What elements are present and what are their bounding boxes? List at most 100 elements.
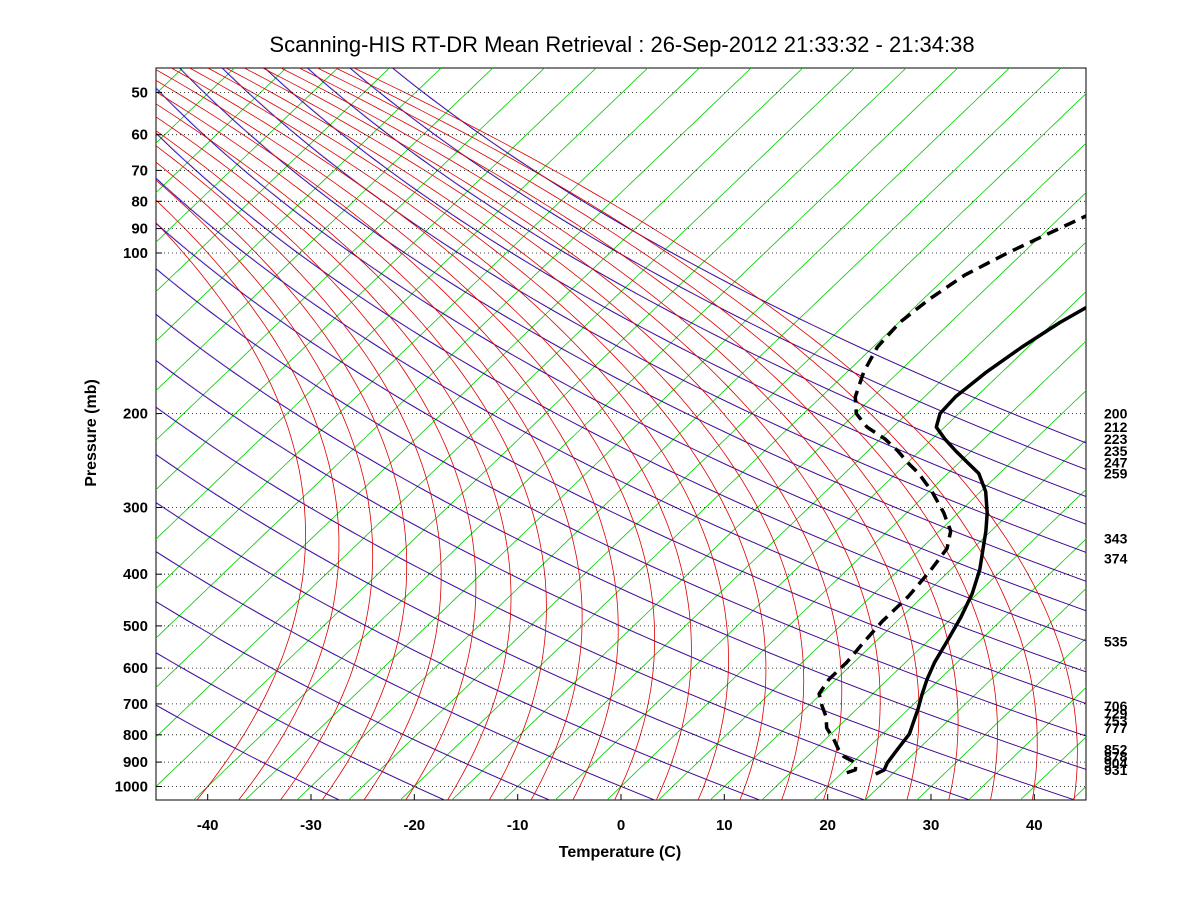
moist-adiabat-line (262, 68, 881, 800)
moist-adiabat-line (317, 68, 998, 800)
moist-adiabat-line (156, 79, 619, 800)
dry-adiabat-overlay (156, 222, 1086, 704)
x-tick-label: -10 (507, 817, 529, 834)
right-pressure-label: 374 (1104, 551, 1128, 567)
dry-adiabat-overlay (156, 313, 1086, 770)
chart-title: Scanning-HIS RT-DR Mean Retrieval : 26-S… (269, 32, 974, 57)
dry-adiabat-line (156, 406, 970, 800)
isotherm-line (1071, 785, 1086, 800)
y-tick-label: 90 (131, 221, 148, 238)
right-pressure-label: 931 (1104, 762, 1128, 778)
y-axis-label: Pressure (mb) (83, 379, 100, 487)
dry-adiabat-line (156, 360, 1075, 800)
isotherm-line (156, 68, 390, 293)
dry-adiabat-line (156, 652, 445, 800)
isotherm-line (244, 68, 1010, 800)
moist-adiabat-line (156, 130, 477, 800)
isotherm-line (156, 68, 907, 788)
dewpoint-profile-line (817, 214, 1086, 776)
dry-adiabat-line (156, 454, 865, 800)
x-tick-label: -20 (403, 817, 425, 834)
x-tick-label: 20 (819, 817, 836, 834)
y-tick-label: 300 (123, 500, 148, 517)
right-pressure-label: 247 (1104, 455, 1128, 471)
background-lines (0, 68, 1200, 800)
right-pressure-label: 200 (1104, 406, 1128, 422)
dry-adiabat-line (179, 68, 1086, 582)
dry-adiabat-line (349, 68, 1086, 470)
isotherm-line (156, 68, 597, 491)
dry-adiabat-overlay (156, 651, 446, 800)
dry-adiabat-line (392, 68, 1086, 444)
pressure-gridlines (156, 92, 1086, 787)
isotherm-line (296, 68, 1062, 800)
moist-adiabat-line (189, 68, 729, 800)
moist-adiabat-line (335, 68, 1038, 800)
isotherm-line (451, 192, 1086, 800)
dry-adiabat-overlay (156, 131, 1086, 641)
moist-adiabat-line (156, 222, 306, 800)
dry-adiabat-line (156, 551, 655, 800)
isotherm-line (156, 68, 752, 639)
x-tick-label: 10 (716, 817, 733, 834)
isotherm-line (813, 538, 1086, 800)
right-pressure-label: 904 (1104, 755, 1128, 771)
moist-adiabat-line (156, 179, 374, 800)
x-tick-label: 0 (617, 817, 625, 834)
moist-adiabat-line (207, 68, 767, 800)
right-pressure-label: 259 (1104, 466, 1128, 482)
moist-adiabat-line (156, 103, 547, 800)
dry-adiabat-overlay (156, 453, 866, 800)
right-pressure-label: 235 (1104, 443, 1128, 459)
isotherm-line (1175, 68, 1200, 800)
isotherm-line (0, 68, 131, 800)
dry-adiabat-overlay (156, 359, 1076, 800)
y-tick-label: 50 (131, 84, 148, 101)
isotherm-line (0, 68, 28, 800)
isotherm-line (658, 390, 1086, 800)
isotherm-line (156, 68, 700, 590)
y-tick-label: 100 (123, 245, 148, 262)
dry-adiabat-line (156, 87, 1086, 612)
moist-adiabat-line (299, 68, 959, 800)
isotherm-line (916, 637, 1086, 800)
y-tick-label: 400 (123, 566, 148, 583)
isotherm-line (709, 439, 1086, 800)
isotherm-line (156, 68, 649, 540)
moist-adiabat-line (353, 68, 1078, 800)
x-axis-ticks: -40 -30 -20 -10 0 10 20 30 40 (197, 794, 1043, 834)
moist-adiabat-line (280, 68, 920, 800)
data-series (817, 214, 1086, 776)
isotherm-line (193, 68, 959, 800)
x-axis-label: Temperature (C) (559, 844, 681, 861)
moist-adiabat-line (156, 161, 408, 800)
dry-adiabat-overlay (156, 550, 656, 800)
isotherm-line (156, 68, 442, 342)
dry-adiabat-line (156, 177, 1086, 673)
right-pressure-label: 223 (1104, 431, 1128, 447)
isotherm-line (399, 142, 1086, 800)
y-tick-label: 500 (123, 618, 148, 635)
moist-adiabat-line (156, 145, 442, 800)
isotherm-line (348, 93, 1086, 800)
isotherm-line (156, 68, 494, 392)
moist-adiabat-line (171, 68, 692, 800)
moist-adiabat-line (156, 199, 340, 800)
isotherm-line (0, 68, 79, 800)
y-tick-label: 200 (123, 406, 148, 423)
isotherm-line (156, 68, 287, 194)
dry-adiabat-overlay (180, 68, 1086, 582)
dry-adiabat-line (156, 601, 550, 800)
isotherm-line (503, 241, 1086, 800)
moist-adiabat-line (226, 68, 805, 800)
dry-adiabat-line (306, 68, 1086, 498)
dry-adiabat-line (264, 68, 1086, 525)
right-pressure-label: 706 (1104, 698, 1128, 714)
y-tick-label: 60 (131, 127, 148, 144)
dry-adiabat-overlay (223, 68, 1086, 553)
moist-adiabat-line (156, 116, 512, 800)
right-pressure-label: 343 (1104, 531, 1128, 547)
dry-adiabat-overlay (156, 176, 1086, 672)
dry-adiabat-line (156, 268, 1086, 737)
